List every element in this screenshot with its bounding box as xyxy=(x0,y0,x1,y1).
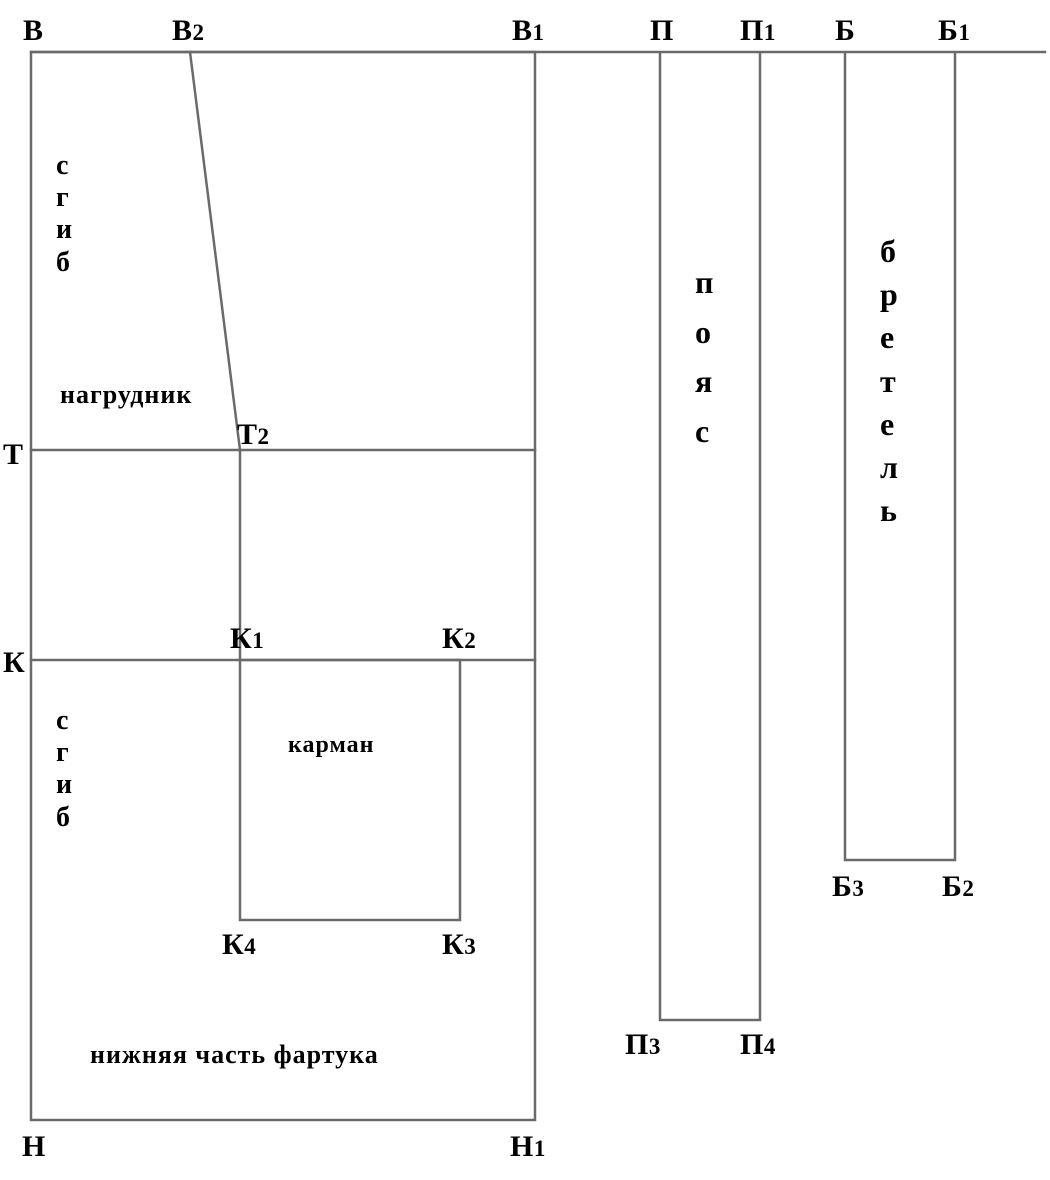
point-K1: К1 xyxy=(230,624,264,654)
point-T: Т xyxy=(3,440,24,470)
pocket-label: карман xyxy=(288,732,374,759)
point-B: Б xyxy=(835,16,855,46)
lower-label: нижняя часть фартука xyxy=(90,1040,379,1070)
apron-pattern-diagram: ВВ2В1ПП1ББ1ТТ2КК1К2К4К3НН1П3П4Б3Б2 сгиб … xyxy=(0,0,1050,1180)
pattern-lines xyxy=(0,0,1050,1180)
point-V1: В1 xyxy=(512,16,545,46)
strap-label: бретель xyxy=(880,230,899,532)
point-H1: Н1 xyxy=(510,1132,546,1162)
point-B1: Б1 xyxy=(938,16,970,46)
point-K: К xyxy=(3,648,25,678)
point-K3: К3 xyxy=(442,930,476,960)
point-P3: П3 xyxy=(625,1030,661,1060)
belt-label: пояс xyxy=(695,258,714,456)
point-B3: Б3 xyxy=(832,872,864,902)
fold-label-lower: сгиб xyxy=(56,705,72,834)
point-V2: В2 xyxy=(172,16,205,46)
point-V: В xyxy=(23,16,44,46)
point-P1: П1 xyxy=(740,16,776,46)
point-P: П xyxy=(650,16,674,46)
point-P4: П4 xyxy=(740,1030,776,1060)
point-H: Н xyxy=(22,1132,46,1162)
point-K2: К2 xyxy=(442,624,476,654)
point-B2: Б2 xyxy=(942,872,974,902)
point-K4: К4 xyxy=(222,930,256,960)
bib-label: нагрудник xyxy=(60,380,192,410)
fold-label-upper: сгиб xyxy=(56,150,72,279)
point-T2: Т2 xyxy=(237,420,270,450)
